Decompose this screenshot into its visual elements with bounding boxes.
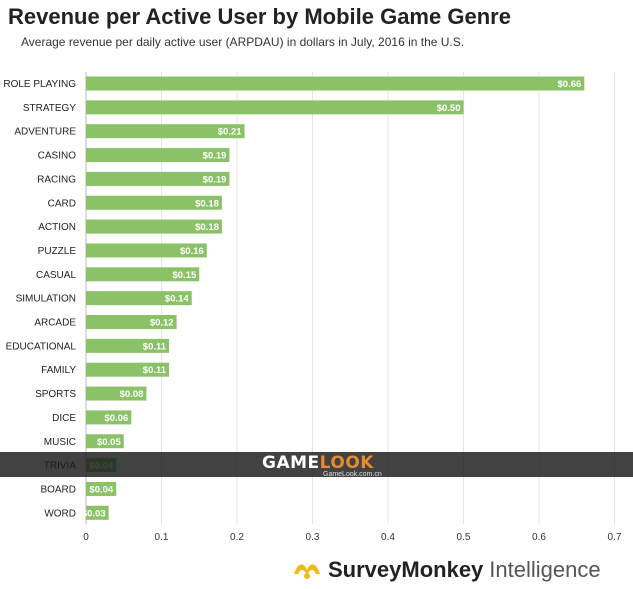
bar	[86, 267, 200, 282]
data-label: $0.08	[120, 389, 144, 400]
bar	[86, 219, 222, 234]
x-tick-label: 0.7	[608, 532, 622, 543]
category-label: CASUAL	[36, 270, 76, 281]
x-tick-label: 0.3	[306, 532, 320, 543]
data-label: $0.18	[195, 198, 219, 209]
data-label: $0.18	[195, 222, 219, 233]
gamelook-watermark: GAMELOOK	[262, 453, 374, 473]
category-label: FAMILY	[41, 365, 76, 376]
category-label: WORD	[44, 508, 76, 519]
category-label: CARD	[48, 198, 76, 209]
data-label: $0.19	[203, 174, 227, 185]
bar	[86, 481, 117, 496]
chart-subtitle: Average revenue per daily active user (A…	[21, 35, 465, 49]
bar	[86, 148, 230, 163]
data-label: $0.04	[89, 484, 113, 495]
x-tick-label: 0.4	[381, 532, 395, 543]
data-label: $0.21	[218, 127, 242, 138]
chart-bars	[86, 76, 585, 520]
bar	[86, 76, 585, 91]
category-label: MUSIC	[44, 437, 76, 448]
x-tick-label: 0.6	[532, 532, 546, 543]
category-label: PUZZLE	[38, 246, 77, 257]
watermark-brand-part1: GAME	[262, 453, 320, 473]
bar	[86, 362, 170, 377]
category-label: ARCADE	[34, 318, 76, 329]
data-label: $0.15	[172, 270, 196, 281]
data-label: $0.03	[82, 508, 106, 519]
footer-brand-suffix: Intelligence	[489, 557, 601, 582]
data-label: $0.11	[143, 365, 167, 376]
bar	[86, 505, 109, 520]
category-label: SIMULATION	[16, 294, 76, 305]
category-label: CASINO	[38, 151, 77, 162]
bar	[86, 171, 230, 186]
bar	[86, 386, 147, 401]
x-tick-label: 0.1	[155, 532, 169, 543]
category-label: ROLE PLAYING	[3, 79, 76, 90]
x-tick-label: 0	[83, 532, 89, 543]
bar	[86, 338, 170, 353]
chart-title: Revenue per Active User by Mobile Game G…	[8, 4, 511, 29]
category-label: DICE	[52, 413, 76, 424]
category-label: STRATEGY	[23, 103, 76, 114]
x-tick-label: 0.5	[457, 532, 471, 543]
footer-logo: SurveyMonkey Intelligence	[292, 557, 601, 583]
watermark-url: GameLook.com.cn	[323, 471, 382, 478]
data-label: $0.19	[203, 151, 227, 162]
bar	[86, 195, 222, 210]
footer-brand: SurveyMonkey	[328, 557, 484, 582]
bar	[86, 291, 192, 306]
bar	[86, 124, 245, 139]
category-label: BOARD	[40, 484, 76, 495]
category-label: ACTION	[38, 222, 76, 233]
category-label: SPORTS	[35, 389, 76, 400]
data-label: $0.14	[165, 294, 189, 305]
bar	[86, 315, 177, 329]
data-label: $0.16	[180, 246, 204, 257]
x-tick-label: 0.2	[230, 532, 244, 543]
category-label: RACING	[37, 174, 76, 185]
category-labels: ROLE PLAYING STRATEGY ADVENTURE CASINO RACIN…	[3, 79, 76, 519]
bar	[86, 243, 207, 258]
data-label: $0.11	[143, 341, 167, 352]
bar	[86, 434, 124, 449]
bar	[86, 410, 132, 425]
data-label: $0.66	[558, 79, 582, 90]
bar	[86, 100, 464, 115]
data-label: $0.06	[105, 413, 129, 424]
data-label: $0.12	[150, 318, 174, 329]
monkey-logo-icon	[294, 564, 320, 579]
watermark-brand-part2: LOOK	[319, 453, 374, 473]
category-label: EDUCATIONAL	[6, 341, 77, 352]
data-label: $0.50	[437, 103, 461, 114]
data-label: $0.05	[97, 437, 121, 448]
watermark-band	[0, 452, 633, 477]
category-label: ADVENTURE	[14, 127, 76, 138]
x-axis-ticks: 0 0.1 0.2 0.3 0.4 0.5 0.6 0.7	[83, 532, 622, 543]
